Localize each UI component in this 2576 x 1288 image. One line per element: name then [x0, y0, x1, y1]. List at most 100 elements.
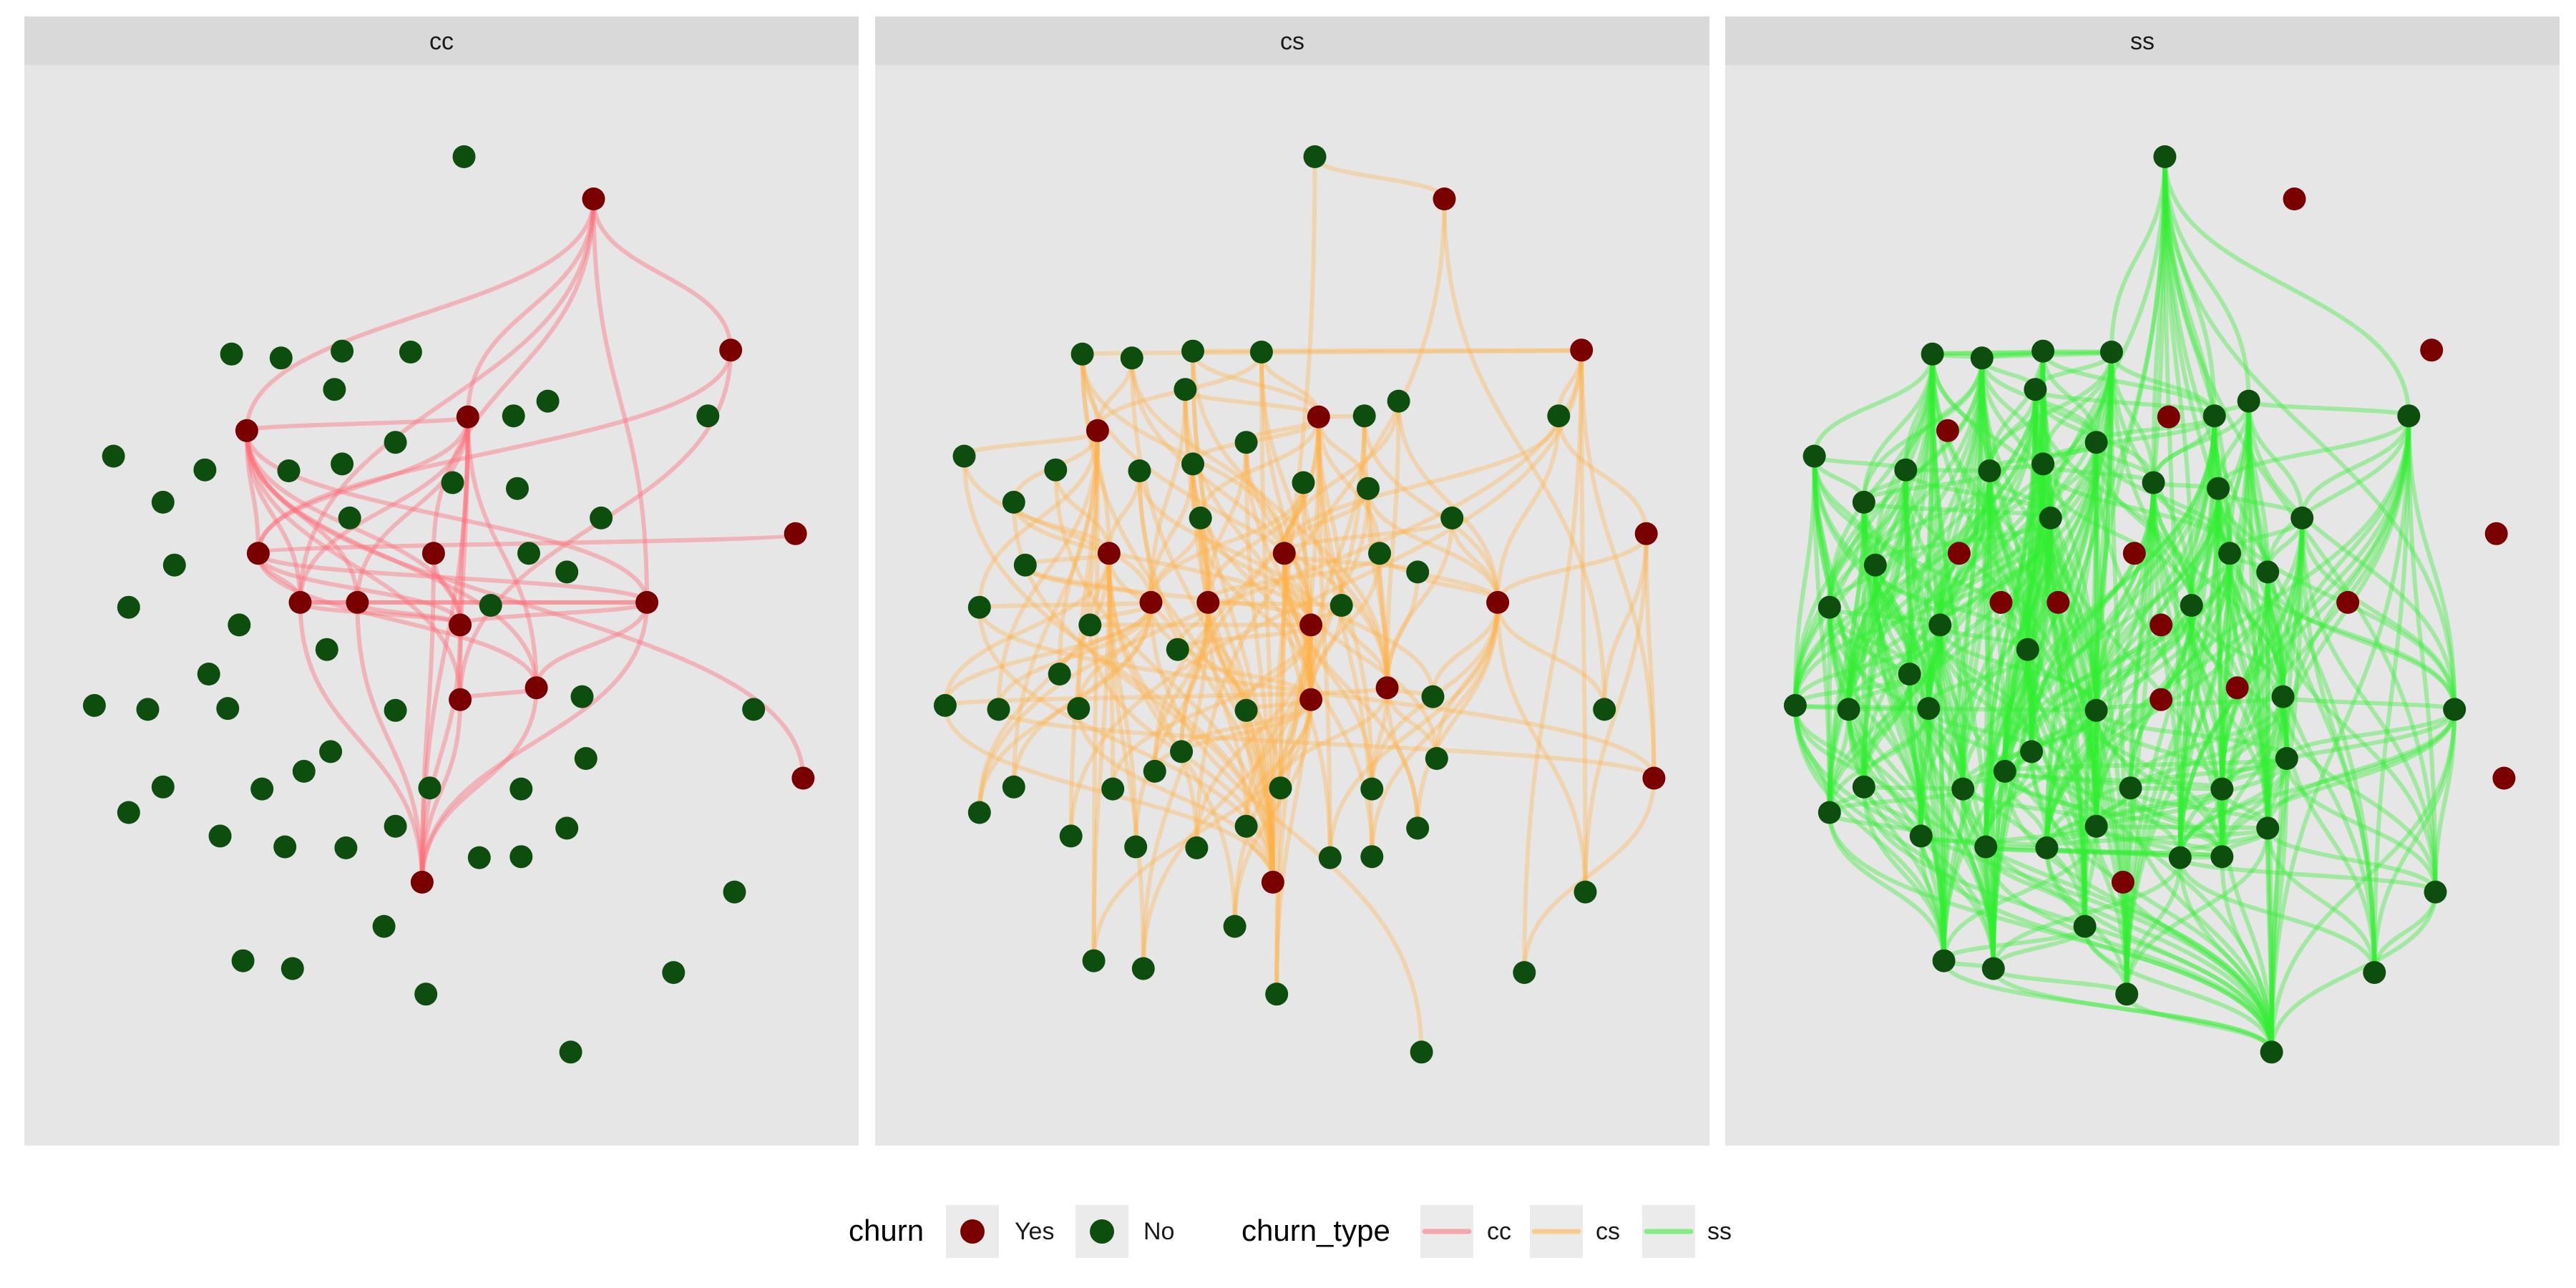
node-churn-no [1513, 961, 1536, 985]
edge-cc-9 [244, 428, 260, 556]
edge-cs-155 [1198, 515, 1314, 702]
edge-ss-566 [2162, 155, 2411, 419]
node-churn-no [2207, 477, 2230, 500]
edge-ss-46 [1918, 834, 1946, 963]
node-churn-yes [2484, 522, 2508, 545]
node-churn-no [117, 595, 140, 619]
edge-ss-178 [1792, 605, 1832, 708]
node-churn-no [1406, 560, 1430, 584]
node-churn-no [2031, 452, 2055, 476]
edge-ss-476 [2041, 462, 2129, 997]
edge-ss-132 [2177, 855, 2438, 894]
edge-ss-542 [2220, 399, 2251, 791]
edge-ss-548 [2284, 515, 2305, 761]
edge-ss-3 [1941, 958, 2274, 1055]
edge-ss-221 [1926, 351, 1935, 711]
node-churn-no [1234, 698, 1258, 722]
node-churn-no [2099, 341, 2123, 364]
edge-cs-44 [1106, 551, 1138, 849]
edge-cs-65 [1129, 356, 1287, 556]
edge-ss-13 [2029, 749, 2274, 1055]
edge-cc-20 [298, 414, 470, 605]
node-churn-yes [1433, 187, 1456, 210]
edge-ss-18 [2265, 826, 2274, 1055]
edge-cs-99 [1362, 414, 1501, 605]
edge-ss-88 [2044, 155, 2167, 850]
edge-cs-71 [996, 600, 1153, 712]
edge-cs-105 [1496, 600, 1607, 712]
edge-cs-67 [962, 454, 1153, 605]
node-churn-no [1863, 553, 1887, 577]
edge-ss-417 [1903, 467, 1912, 676]
node-churn-yes [784, 522, 807, 545]
node-churn-yes [791, 766, 815, 790]
edge-ss-226 [1926, 440, 2099, 711]
node-churn-no [273, 835, 297, 859]
edge-ss-524 [2216, 414, 2411, 491]
legend-label-cc: cc [1487, 1218, 1511, 1245]
edge-cc-35 [534, 600, 650, 691]
edge-ss-110 [2094, 350, 2114, 829]
node-churn-yes [2122, 542, 2146, 565]
node-churn-no [1406, 816, 1430, 840]
node-churn-yes [525, 676, 548, 700]
node-churn-no [536, 389, 560, 413]
edge-ss-136 [1991, 855, 2182, 971]
edge-cs-163 [1244, 697, 1314, 829]
edge-ss-359 [1961, 786, 1996, 971]
node-churn-no [1387, 389, 1410, 413]
edge-ss-396 [1812, 454, 1943, 628]
edge-cs-57 [1282, 551, 1435, 699]
edge-ss-275 [2220, 707, 2457, 791]
node-churn-no [2020, 740, 2044, 763]
node-churn-yes [1085, 419, 1109, 442]
edge-cs-1 [1442, 197, 1607, 712]
edge-cs-184 [1244, 708, 1275, 884]
edge-cs-51 [1282, 399, 1401, 556]
edge-ss-381 [1812, 454, 1832, 610]
node-churn-yes [2336, 590, 2360, 614]
node-churn-no [331, 339, 354, 363]
edge-ss-251 [2094, 480, 2156, 713]
legend-key-churn-no [1090, 1219, 1114, 1244]
edge-ss-374 [1827, 562, 1878, 815]
edge-ss-587 [1991, 350, 2114, 971]
node-churn-yes [2225, 676, 2249, 700]
edge-ss-380 [1827, 810, 1946, 963]
edge-ss-367 [1861, 623, 1943, 789]
node-churn-no [2073, 914, 2097, 938]
edge-ss-20 [1827, 810, 2274, 1055]
edge-ss-108 [2094, 480, 2156, 829]
edge-ss-52 [1984, 749, 2034, 849]
edge-ss-431 [1907, 672, 1996, 971]
edge-cs-46 [1106, 551, 1237, 929]
edge-ss-205 [1846, 469, 1992, 712]
edge-cs-125 [1244, 623, 1314, 713]
edge-ss-530 [2151, 480, 2225, 791]
edge-ss-280 [2265, 570, 2285, 699]
edge-cs-142 [1278, 686, 1390, 791]
edge-ss-424 [1903, 467, 1996, 971]
edge-cs-7 [1191, 348, 1584, 353]
edge-ss-411 [1861, 351, 1935, 504]
node-churn-no [1410, 1040, 1433, 1064]
edge-cc-25 [255, 551, 650, 605]
edge-cs-96 [1133, 600, 1211, 849]
node-churn-no [559, 1040, 582, 1064]
edge-cc-10 [244, 428, 303, 605]
node-churn-no [967, 595, 991, 619]
panel-background [875, 65, 1709, 1146]
facet-strip-label: ss [2130, 28, 2155, 55]
edge-ss-104 [1938, 623, 2099, 829]
edge-ss-250 [2094, 486, 2220, 713]
node-churn-yes [246, 542, 270, 565]
edge-ss-464 [1987, 469, 1996, 971]
edge-ss-55 [1984, 515, 2053, 849]
edge-ss-311 [2025, 647, 2129, 997]
edge-ss-76 [2044, 515, 2305, 850]
node-churn-no [208, 824, 232, 848]
edge-ss-223 [1926, 348, 2046, 711]
edge-ss-512 [2228, 551, 2289, 761]
edge-ss-237 [1926, 706, 2087, 929]
